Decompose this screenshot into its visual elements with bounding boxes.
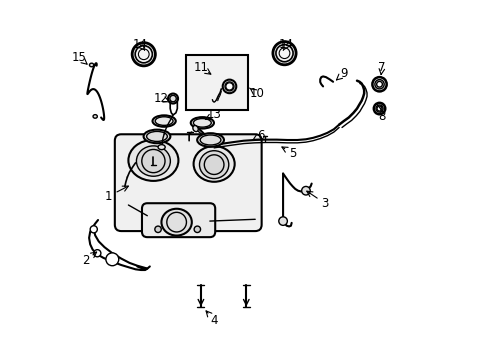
Text: 6: 6 bbox=[256, 129, 264, 142]
Ellipse shape bbox=[89, 63, 94, 67]
Text: 15: 15 bbox=[72, 51, 87, 64]
Circle shape bbox=[225, 83, 233, 90]
Ellipse shape bbox=[275, 45, 292, 62]
Text: 9: 9 bbox=[339, 67, 347, 80]
Ellipse shape bbox=[152, 115, 175, 127]
Ellipse shape bbox=[132, 42, 155, 66]
Text: 1: 1 bbox=[105, 190, 112, 203]
Text: 3: 3 bbox=[321, 197, 328, 210]
Ellipse shape bbox=[128, 140, 178, 181]
Text: 8: 8 bbox=[378, 110, 385, 123]
Ellipse shape bbox=[194, 226, 200, 233]
Circle shape bbox=[106, 253, 119, 266]
Bar bbox=[185, 55, 247, 111]
Circle shape bbox=[301, 186, 309, 195]
Circle shape bbox=[94, 249, 101, 257]
Ellipse shape bbox=[161, 209, 191, 235]
Ellipse shape bbox=[143, 130, 170, 143]
Text: 5: 5 bbox=[288, 147, 296, 160]
Ellipse shape bbox=[158, 145, 165, 150]
Text: 14: 14 bbox=[279, 39, 294, 51]
Circle shape bbox=[90, 226, 97, 233]
Ellipse shape bbox=[372, 77, 386, 91]
Ellipse shape bbox=[190, 117, 214, 129]
Text: 11: 11 bbox=[193, 61, 208, 74]
Ellipse shape bbox=[374, 80, 384, 89]
Ellipse shape bbox=[197, 133, 224, 147]
Ellipse shape bbox=[272, 41, 296, 65]
Text: 4: 4 bbox=[210, 314, 218, 327]
Ellipse shape bbox=[135, 46, 152, 63]
Circle shape bbox=[376, 106, 381, 111]
Ellipse shape bbox=[224, 82, 233, 91]
Circle shape bbox=[278, 217, 287, 225]
Ellipse shape bbox=[222, 80, 236, 93]
Ellipse shape bbox=[136, 146, 170, 176]
Ellipse shape bbox=[193, 146, 234, 182]
Text: 12: 12 bbox=[154, 92, 169, 105]
Ellipse shape bbox=[155, 226, 161, 233]
Text: 14: 14 bbox=[132, 39, 147, 51]
FancyBboxPatch shape bbox=[115, 134, 261, 231]
Ellipse shape bbox=[373, 103, 385, 114]
Circle shape bbox=[376, 81, 382, 87]
Ellipse shape bbox=[93, 114, 97, 118]
Ellipse shape bbox=[199, 151, 228, 179]
Text: 13: 13 bbox=[206, 108, 221, 121]
FancyBboxPatch shape bbox=[142, 203, 215, 237]
Ellipse shape bbox=[192, 126, 198, 132]
Ellipse shape bbox=[168, 94, 178, 104]
Text: 7: 7 bbox=[378, 61, 385, 74]
Text: 2: 2 bbox=[81, 254, 89, 267]
Text: 10: 10 bbox=[249, 87, 264, 100]
Ellipse shape bbox=[375, 105, 382, 112]
